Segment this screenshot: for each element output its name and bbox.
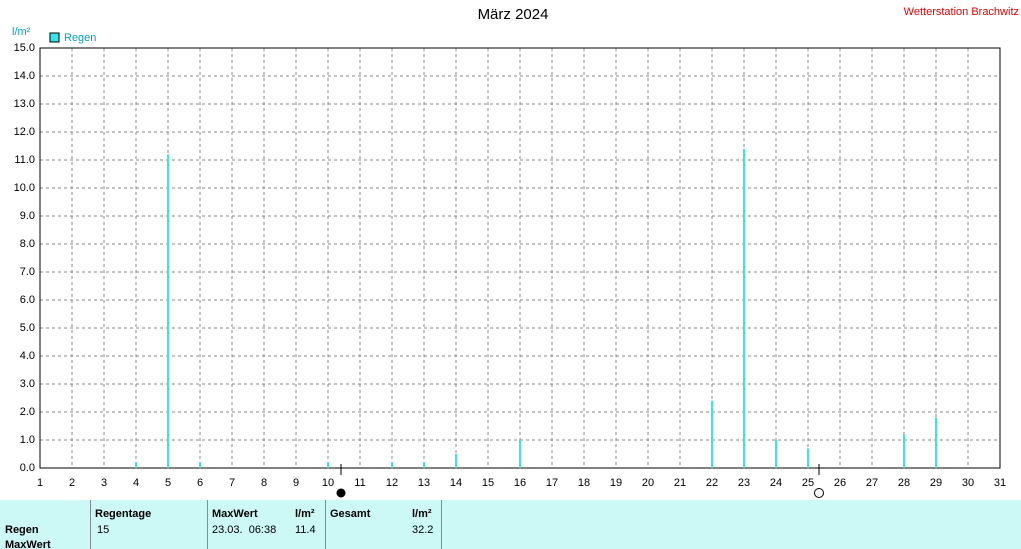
bar — [711, 400, 713, 468]
y-tick-label: 11.0 — [14, 154, 35, 166]
x-tick-label: 28 — [898, 477, 910, 489]
header: l/m² — [412, 508, 432, 520]
chart: März 2024 Wetterstation Brachwitz l/m² 0… — [12, 6, 1019, 498]
x-tick-label: 9 — [293, 477, 299, 489]
bar — [807, 448, 809, 468]
legend-swatch — [49, 32, 60, 43]
x-tick-label: 13 — [418, 477, 430, 489]
y-tick-label: 7.0 — [20, 266, 35, 278]
x-tick-label: 5 — [165, 477, 171, 489]
legend-label: Regen — [64, 32, 96, 44]
bar — [423, 462, 425, 468]
bar — [775, 440, 777, 468]
x-tick-label: 25 — [802, 477, 814, 489]
sep — [441, 500, 442, 549]
sep — [325, 500, 326, 549]
x-tick-label: 23 — [738, 477, 750, 489]
sep — [207, 500, 208, 549]
x-tick-label: 21 — [674, 477, 686, 489]
cell: 11.4 — [295, 524, 316, 536]
bar — [327, 462, 329, 468]
y-axis-label: l/m² — [12, 26, 31, 38]
x-tick-label: 1 — [37, 477, 43, 489]
bar — [135, 462, 137, 468]
y-tick-label: 4.0 — [20, 350, 35, 362]
row-label: Regen — [5, 524, 39, 536]
y-tick-label: 6.0 — [20, 294, 35, 306]
header: MaxWert — [212, 508, 258, 520]
x-tick-label: 6 — [197, 477, 203, 489]
x-tick-label: 10 — [322, 477, 334, 489]
x-tick-label: 17 — [546, 477, 558, 489]
cell: 15 — [97, 524, 110, 536]
x-tick-label: 26 — [834, 477, 846, 489]
x-tick-label: 4 — [133, 477, 139, 489]
x-tick-label: 24 — [770, 477, 782, 489]
x-tick-label: 20 — [642, 477, 654, 489]
y-tick-label: 14.0 — [14, 70, 35, 82]
y-tick-label: 12.0 — [14, 126, 35, 138]
x-tick-label: 27 — [866, 477, 878, 489]
y-tick-label: 10.0 — [14, 182, 35, 194]
x-tick-label: 3 — [101, 477, 107, 489]
y-tick-label: 9.0 — [20, 210, 35, 222]
y-tick-label: 1.0 — [20, 434, 35, 446]
x-tick-label: 16 — [514, 477, 526, 489]
x-tick-label: 29 — [930, 477, 942, 489]
table: Regentage MaxWert l/m² Gesamt l/m² Regen… — [0, 500, 1021, 549]
bar — [167, 154, 169, 468]
row-label: MaxWert — [5, 539, 51, 549]
bar — [743, 148, 745, 469]
bar — [391, 462, 393, 468]
chart-title: März 2024 — [478, 6, 549, 23]
y-tick-label: 3.0 — [20, 378, 35, 390]
x-tick-label: 11 — [354, 477, 365, 489]
x-tick-label: 19 — [610, 477, 622, 489]
y-tick-label: 15.0 — [14, 42, 35, 54]
x-tick-label: 22 — [706, 477, 718, 489]
header: l/m² — [295, 508, 315, 520]
x-tick-label: 30 — [962, 477, 974, 489]
x-tick-label: 18 — [578, 477, 590, 489]
x-tick-label: 31 — [994, 477, 1006, 489]
bar — [199, 462, 201, 468]
x-tick-label: 15 — [482, 477, 494, 489]
bar — [935, 417, 937, 468]
new-moon — [814, 488, 824, 498]
x-tick-label: 12 — [386, 477, 398, 489]
bar — [519, 440, 521, 468]
x-tick-label: 7 — [229, 477, 235, 489]
header: Regentage — [95, 508, 152, 520]
bar — [903, 434, 905, 468]
y-tick-label: 0.0 — [20, 462, 35, 474]
y-tick-label: 2.0 — [20, 406, 35, 418]
y-tick-label: 8.0 — [20, 238, 35, 250]
y-tick-label: 13.0 — [14, 98, 35, 110]
cell: 32.2 — [412, 524, 434, 536]
x-tick-label: 8 — [261, 477, 267, 489]
station: Wetterstation Brachwitz — [904, 6, 1019, 18]
header: Gesamt — [330, 508, 371, 520]
bar — [455, 454, 457, 468]
x-tick-label: 14 — [450, 477, 462, 489]
full-moon — [336, 488, 346, 498]
cell: 23.03. 06:38 — [212, 524, 277, 536]
x-tick-label: 2 — [69, 477, 75, 489]
y-tick-label: 5.0 — [20, 322, 35, 334]
sep — [90, 500, 91, 549]
